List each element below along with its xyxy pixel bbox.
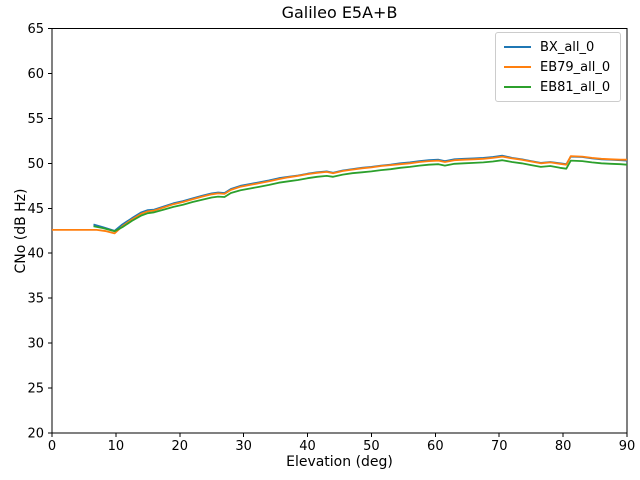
- y-tick-label: 20: [27, 427, 44, 442]
- legend-item: BX_all_0: [504, 37, 612, 57]
- x-tick-label: 80: [555, 439, 572, 454]
- legend-line-swatch-blue: [504, 46, 531, 48]
- series-line-EB79_all_0: [52, 155, 627, 235]
- y-axis-label: CNo (dB Hz): [13, 188, 29, 274]
- y-tick-label: 30: [27, 337, 44, 352]
- x-tick-label: 90: [619, 439, 636, 454]
- legend-item: EB79_all_0: [504, 57, 612, 77]
- y-tick-label: 65: [27, 22, 44, 37]
- legend-line-swatch-green: [504, 86, 531, 88]
- chart-title: Galileo E5A+B: [281, 3, 398, 22]
- x-tick-label: 60: [427, 439, 444, 454]
- x-tick-label: 10: [108, 439, 125, 454]
- x-tick-label: 70: [491, 439, 508, 454]
- legend-label: EB81_all_0: [540, 79, 611, 95]
- legend: BX_all_0 EB79_all_0 EB81_all_0: [495, 32, 621, 102]
- x-axis-label: Elevation (deg): [286, 454, 393, 470]
- y-tick-label: 35: [27, 292, 44, 307]
- legend-label: BX_all_0: [540, 39, 595, 55]
- y-tick-label: 55: [27, 112, 44, 127]
- legend-label: EB79_all_0: [540, 59, 611, 75]
- x-tick-label: 40: [299, 439, 316, 454]
- y-tick-label: 40: [27, 247, 44, 262]
- y-tick-label: 45: [27, 202, 44, 217]
- legend-item: EB81_all_0: [504, 77, 612, 97]
- legend-line-swatch-orange: [504, 66, 531, 68]
- x-tick-label: 0: [48, 439, 56, 454]
- x-tick-label: 20: [172, 439, 189, 454]
- x-tick-label: 50: [363, 439, 380, 454]
- y-tick-label: 60: [27, 67, 44, 82]
- y-tick-label: 50: [27, 157, 44, 172]
- x-tick-label: 30: [235, 439, 252, 454]
- series-line-EB81_all_0: [93, 159, 628, 233]
- y-tick-label: 25: [27, 382, 44, 397]
